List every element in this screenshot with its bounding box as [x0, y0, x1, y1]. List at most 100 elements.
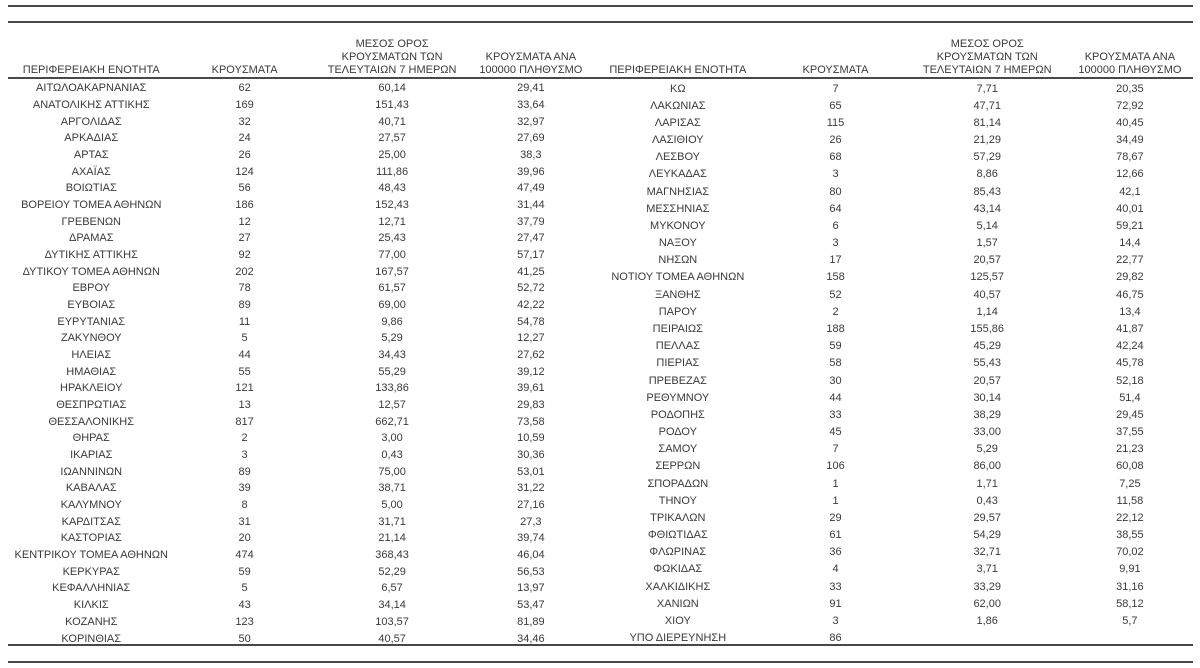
table-row: ΒΟΙΩΤΙΑΣ 56 48,43 47,49	[8, 180, 592, 197]
per100k-cell: 29,83	[517, 399, 545, 412]
cases-cell: 26	[829, 134, 842, 147]
region-cell: ΧΙΟΥ	[664, 614, 691, 627]
region-cell: ΣΕΡΡΩΝ	[655, 460, 701, 473]
region-cell: ΠΕΙΡΑΙΩΣ	[652, 322, 703, 335]
cases-cell: 36	[829, 546, 842, 559]
per100k-cell: 34,46	[517, 632, 545, 645]
table-row: ΘΗΡΑΣ 2 3,00 10,59	[8, 430, 592, 447]
table-row: ΧΙΟΥ 3 1,86 5,7	[592, 612, 1193, 629]
cases-cell: 169	[235, 99, 254, 111]
avg7-cell: 86,00	[973, 460, 1001, 473]
table-row: ΘΕΣΣΑΛΟΝΙΚΗΣ 817 662,71 73,58	[8, 413, 592, 430]
table-row: ΧΑΛΚΙΔΙΚΗΣ 33 33,29 31,16	[592, 578, 1193, 595]
per100k-cell: 29,41	[517, 82, 545, 95]
cases-cell: 124	[235, 165, 254, 178]
avg7-cell: 111,86	[376, 165, 409, 178]
region-cell: ΦΛΩΡΙΝΑΣ	[649, 546, 707, 559]
cases-cell: 91	[829, 597, 842, 610]
avg7-cell: 55,29	[378, 365, 406, 378]
table-row: ΑΡΚΑΔΙΑΣ 24 27,57 27,69	[8, 130, 592, 147]
table-row: ΗΡΑΚΛΕΙΟΥ 121 133,86 39,61	[8, 380, 592, 397]
avg7-cell: 21,29	[973, 134, 1001, 147]
avg7-cell: 20,57	[973, 374, 1001, 387]
cases-cell: 31	[238, 515, 251, 528]
header-divider	[8, 77, 1193, 79]
avg7-cell: 9,86	[381, 315, 403, 328]
cases-cell: 44	[829, 391, 842, 404]
cases-cell: 68	[829, 151, 842, 164]
region-cell: ΑΙΤΩΛΟΑΚΑΡΝΑΝΙΑΣ	[36, 82, 147, 95]
avg7-cell: 54,29	[973, 529, 1001, 542]
region-cell: ΘΕΣΣΑΛΟΝΙΚΗΣ	[48, 415, 135, 428]
cases-cell: 115	[826, 116, 845, 129]
table-row: ΚΟΡΙΝΘΙΑΣ 50 40,57 34,46	[8, 630, 592, 647]
cases-cell: 188	[826, 322, 845, 335]
table-row: ΡΟΔΟΠΗΣ 33 38,29 29,45	[592, 406, 1193, 423]
per100k-cell: 51,4	[1119, 391, 1141, 404]
table-header: ΠΕΡΙΦΕΡΕΙΑΚΗ ΕΝΟΤΗΤΑ ΚΡΟΥΣΜΑΤΑ ΜΕΣΟΣ ΟΡΟ…	[592, 23, 1193, 80]
table-row: ΝΟΤΙΟΥ ΤΟΜΕΑ ΑΘΗΝΩΝ 158 125,57 29,82	[592, 269, 1193, 286]
avg7-cell: 40,57	[378, 632, 406, 645]
table-header: ΠΕΡΙΦΕΡΕΙΑΚΗ ΕΝΟΤΗΤΑ ΚΡΟΥΣΜΑΤΑ ΜΕΣΟΣ ΟΡΟ…	[8, 23, 592, 80]
cases-cell: 2	[832, 305, 839, 318]
cases-cell: 80	[829, 185, 842, 198]
per100k-cell: 52,72	[517, 282, 545, 295]
cases-cell: 62	[238, 82, 251, 95]
avg7-cell: 25,00	[378, 149, 406, 162]
cases-cell: 2	[241, 432, 248, 445]
cases-cell: 3	[832, 237, 839, 250]
avg7-cell: 27,57	[378, 132, 406, 145]
avg7-cell: 6,57	[381, 582, 403, 595]
avg7-cell: 33,29	[973, 580, 1001, 593]
cases-cell: 3	[832, 168, 839, 181]
bottom-divider-2	[8, 661, 1193, 663]
cases-cell: 1	[832, 494, 839, 507]
region-cell: ΔΥΤΙΚΟΥ ΤΟΜΕΑ ΑΘΗΝΩΝ	[22, 265, 160, 278]
header-cases: ΚΡΟΥΣΜΑΤΑ	[211, 64, 278, 76]
cases-cell: 33	[829, 580, 842, 593]
region-cell: ΚΑΣΤΟΡΙΑΣ	[60, 532, 122, 545]
avg7-cell: 55,43	[973, 357, 1001, 370]
table-row: ΕΥΡΥΤΑΝΙΑΣ 11 9,86 54,78	[8, 313, 592, 330]
table-row: ΚΑΣΤΟΡΙΑΣ 20 21,14 39,74	[8, 530, 592, 547]
per100k-cell: 33,64	[517, 99, 545, 111]
avg7-cell: 5,00	[381, 499, 403, 512]
per100k-cell: 39,12	[517, 365, 545, 378]
cases-cell: 89	[238, 299, 251, 312]
region-cell: ΚΟΡΙΝΘΙΑΣ	[61, 632, 122, 645]
per100k-cell: 11,58	[1116, 494, 1144, 507]
per100k-cell: 27,3	[520, 515, 542, 528]
per100k-cell: 9,91	[1119, 563, 1141, 576]
table-row: ΠΑΡΟΥ 2 1,14 13,4	[592, 303, 1193, 320]
header-cases: ΚΡΟΥΣΜΑΤΑ	[802, 64, 869, 76]
avg7-cell: 12,57	[378, 399, 406, 412]
per100k-cell: 52,18	[1116, 374, 1144, 387]
region-cell: ΗΛΕΙΑΣ	[71, 349, 112, 362]
region-cell: ΑΡΚΑΔΙΑΣ	[64, 132, 119, 145]
avg7-cell: 25,43	[378, 232, 406, 245]
cases-cell: 24	[238, 132, 251, 145]
per100k-cell: 53,47	[517, 599, 545, 612]
avg7-cell: 30,14	[973, 391, 1001, 404]
per100k-cell: 42,24	[1116, 340, 1144, 353]
avg7-cell: 40,57	[973, 288, 1001, 301]
avg7-cell: 0,43	[976, 494, 998, 507]
per100k-cell: 12,27	[517, 332, 545, 345]
per100k-cell: 57,17	[517, 249, 545, 262]
cases-cell: 202	[235, 265, 254, 278]
region-cell: ΣΑΜΟΥ	[658, 443, 698, 456]
cases-cell: 64	[829, 202, 842, 215]
table-row: ΚΕΡΚΥΡΑΣ 59 52,29 56,53	[8, 563, 592, 580]
cases-cell: 89	[238, 465, 251, 478]
region-cell: ΚΙΛΚΙΣ	[73, 599, 109, 612]
region-cell: ΞΑΝΘΗΣ	[654, 288, 701, 301]
avg7-cell: 69,00	[378, 299, 406, 312]
per100k-cell: 70,02	[1116, 546, 1144, 559]
region-cell: ΠΕΛΛΑΣ	[655, 340, 700, 353]
region-cell: ΜΕΣΣΗΝΙΑΣ	[646, 202, 710, 215]
region-cell: ΝΟΤΙΟΥ ΤΟΜΕΑ ΑΘΗΝΩΝ	[611, 271, 745, 284]
avg7-cell: 81,14	[973, 116, 1001, 129]
region-cell: ΦΘΙΩΤΙΔΑΣ	[647, 529, 708, 542]
table-row: ΠΕΛΛΑΣ 59 45,29 42,24	[592, 338, 1193, 355]
